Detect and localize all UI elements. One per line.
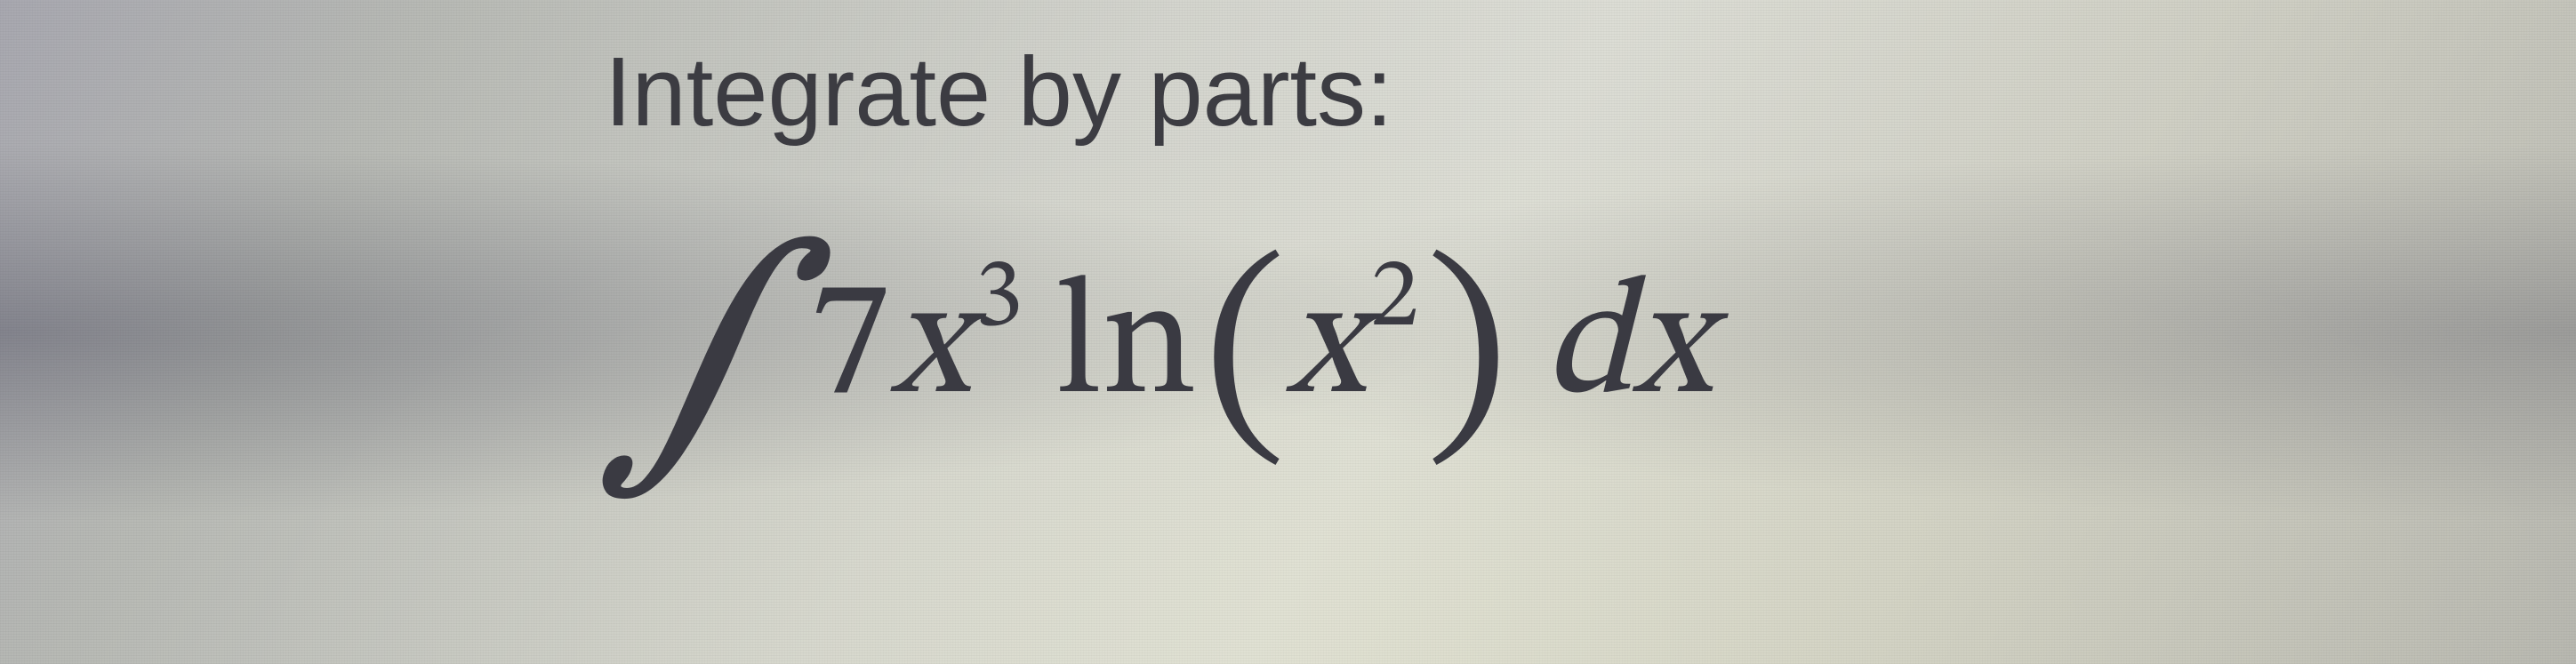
base-power: 3	[975, 251, 1023, 348]
open-paren: (	[1204, 244, 1287, 475]
differential: dx	[1544, 267, 1711, 431]
inner-power: 2	[1370, 251, 1418, 348]
instruction-text: Integrate by parts:	[605, 36, 1712, 148]
inner-variable: x	[1286, 267, 1365, 431]
problem-container: Integrate by parts: ∫ 7 x 3 ln ( x 2 ) d…	[605, 36, 1712, 486]
integral-expression: ∫ 7 x 3 ln ( x 2 ) dx	[605, 211, 1712, 486]
differential-d: d	[1544, 267, 1633, 431]
close-paren: )	[1426, 244, 1509, 475]
differential-var: x	[1633, 267, 1712, 431]
function-name: ln	[1055, 267, 1197, 431]
integral-sign: ∫	[605, 227, 793, 502]
coefficient: 7	[809, 267, 891, 431]
base-variable: x	[891, 267, 970, 431]
